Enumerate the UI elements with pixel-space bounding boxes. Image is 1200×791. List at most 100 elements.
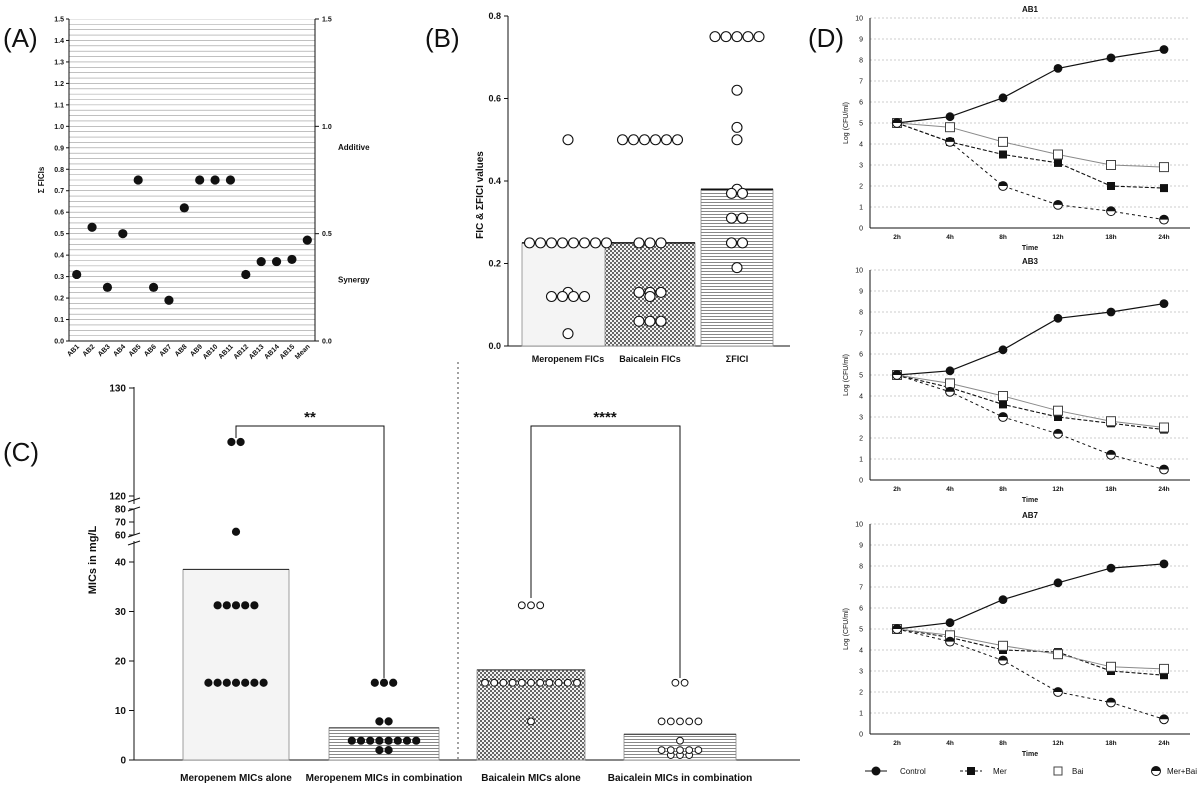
y-axis-label: Log (CFU/ml) bbox=[843, 354, 850, 396]
y-tick-label: 9 bbox=[859, 37, 863, 44]
data-point bbox=[562, 328, 574, 340]
y-tick-label: 4 bbox=[859, 142, 863, 149]
point-mer bbox=[1054, 413, 1062, 421]
point-merbai bbox=[892, 624, 902, 634]
point-merbai bbox=[1159, 464, 1169, 475]
y-tick-label: 10 bbox=[855, 16, 863, 23]
significance-label: **** bbox=[593, 409, 617, 426]
point-merbai bbox=[892, 370, 902, 380]
point-merbai bbox=[1106, 449, 1116, 460]
data-point bbox=[87, 222, 97, 232]
x-tick-label: AB14 bbox=[263, 343, 281, 361]
x-axis-label: Time bbox=[1022, 751, 1038, 758]
point-bai bbox=[998, 391, 1008, 401]
data-point bbox=[499, 678, 508, 687]
point-control bbox=[998, 93, 1008, 103]
data-point bbox=[638, 134, 651, 146]
data-point bbox=[375, 717, 384, 726]
data-point bbox=[567, 290, 580, 303]
x-tick-label: AB15 bbox=[279, 343, 297, 361]
point-merbai-half bbox=[1106, 698, 1116, 703]
data-point bbox=[508, 678, 517, 687]
data-point bbox=[725, 187, 738, 199]
data-point bbox=[366, 736, 375, 745]
point-bai bbox=[945, 378, 955, 389]
panel-label-d: (D) bbox=[808, 23, 844, 53]
data-point bbox=[655, 315, 667, 327]
y-tick-label: 7 bbox=[859, 79, 863, 86]
point-merbai bbox=[945, 636, 955, 647]
annotation-synergy: Synergy bbox=[338, 275, 370, 284]
y-tick-label: 0.5 bbox=[54, 231, 64, 238]
data-point bbox=[725, 237, 738, 249]
x-tick-label: 12h bbox=[1052, 740, 1063, 747]
chart-title: AB1 bbox=[1022, 5, 1039, 14]
data-point bbox=[389, 678, 398, 687]
data-point bbox=[402, 736, 412, 745]
x-tick-label: 8h bbox=[999, 740, 1007, 747]
y-tick-label: 1.0 bbox=[54, 124, 64, 131]
y-tick-label: 6 bbox=[859, 606, 863, 613]
point-merbai-half bbox=[892, 118, 902, 123]
x-axis-label: Time bbox=[1022, 245, 1038, 252]
data-point bbox=[545, 290, 558, 303]
point-merbai-half bbox=[945, 637, 955, 642]
annotation-additive: Additive bbox=[338, 143, 370, 152]
series-line bbox=[896, 122, 1165, 168]
data-point bbox=[657, 746, 666, 754]
point-merbai bbox=[1053, 687, 1063, 697]
data-point bbox=[685, 717, 694, 726]
data-point bbox=[241, 269, 251, 280]
x-tick-label: 24h bbox=[1158, 486, 1169, 493]
chart-title: AB3 bbox=[1022, 257, 1039, 266]
series-line bbox=[896, 563, 1165, 630]
data-point bbox=[250, 678, 259, 687]
y-tick-label: 5 bbox=[859, 121, 863, 128]
x-tick-label: 4h bbox=[946, 486, 954, 493]
x-tick-label: AB3 bbox=[97, 343, 112, 358]
data-point bbox=[680, 678, 689, 687]
y-tick-label: 130 bbox=[109, 384, 126, 395]
x-tick-label: AB7 bbox=[158, 343, 173, 358]
data-point bbox=[517, 678, 526, 687]
point-merbai-half bbox=[998, 656, 1008, 661]
panel-d-chart-ab1: 0 1 2 3 4 5 6 7 8 9 10 AB1 Log (CFU/ml) Time 2h 4h 8h 12h… bbox=[843, 5, 1190, 252]
data-point bbox=[384, 736, 393, 745]
data-point bbox=[709, 31, 721, 43]
data-point bbox=[222, 601, 231, 610]
data-point bbox=[164, 295, 174, 305]
data-point bbox=[393, 736, 402, 745]
data-point bbox=[671, 134, 684, 146]
x-tick-label: 12h bbox=[1052, 234, 1063, 241]
data-point bbox=[554, 678, 563, 687]
panel-c-chart: MICs in mg/L 0 10 20 30 40 60 70 80 120 130 Merop… bbox=[87, 362, 800, 784]
y-tick-label: 6 bbox=[859, 100, 863, 107]
right-tick-label: 1.5 bbox=[322, 17, 332, 24]
panel-c-y-label: MICs in mg/L bbox=[87, 526, 99, 595]
y-tick-label: 4 bbox=[859, 394, 863, 401]
series-line bbox=[896, 628, 1165, 720]
y-tick-label: 4 bbox=[859, 648, 863, 655]
point-merbai-half bbox=[1053, 687, 1063, 692]
point-control bbox=[945, 366, 955, 376]
point-merbai-half bbox=[1106, 206, 1116, 212]
y-tick-label: 0.4 bbox=[54, 253, 64, 260]
x-tick-label: 2h bbox=[893, 740, 901, 747]
data-point bbox=[179, 203, 189, 213]
x-tick-label: 8h bbox=[999, 486, 1007, 493]
data-point bbox=[731, 121, 743, 133]
data-point bbox=[644, 315, 656, 327]
point-merbai-half bbox=[892, 370, 902, 375]
axis-break bbox=[127, 540, 141, 546]
data-point bbox=[666, 717, 675, 726]
series-line bbox=[896, 628, 1165, 676]
point-bai bbox=[1159, 663, 1169, 674]
chart-title: AB7 bbox=[1022, 511, 1039, 520]
point-bai bbox=[1106, 160, 1116, 170]
legend-merbai-label: Mer+Bai bbox=[1167, 767, 1197, 776]
x-tick-label: Mean bbox=[294, 343, 312, 361]
y-tick-label: 120 bbox=[109, 492, 126, 503]
point-control bbox=[1106, 563, 1116, 573]
y-tick-label: 0 bbox=[859, 226, 863, 233]
point-merbai bbox=[892, 118, 902, 128]
